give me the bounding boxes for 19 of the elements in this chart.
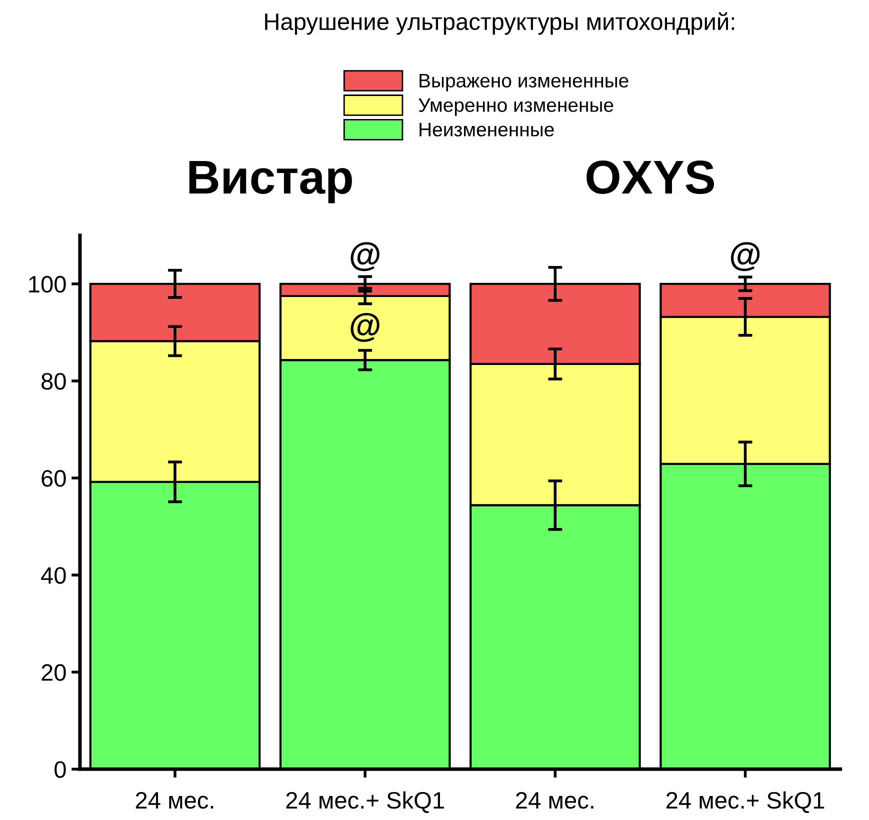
text: Вистар xyxy=(189,161,352,204)
x-tick-label: 24 мес.+ SkQ1 xyxy=(666,791,824,813)
y-tick-label: 20 xyxy=(42,664,66,681)
chart-title: Нарушение ультраструктуры митохондрий: xyxy=(265,12,734,35)
y-tick-label: 80 xyxy=(42,372,66,390)
y-tick-label: 100 xyxy=(29,276,66,293)
y-tick-label: 0 xyxy=(54,761,66,778)
legend-label: Выражено измененные xyxy=(420,74,628,92)
x-tick-label: 24 мес.+ SkQ1 xyxy=(286,791,444,813)
y-tick-label: 40 xyxy=(41,567,66,584)
x-tick-label: 24 мес. xyxy=(136,792,214,809)
text: OXYS xyxy=(586,160,714,194)
x-tick-label: 24 мес. xyxy=(516,792,594,809)
annotation: @ xyxy=(730,242,760,272)
annotation: @ xyxy=(350,312,380,342)
legend-label: Неизмененные xyxy=(420,122,554,136)
annotation: @ xyxy=(350,242,380,272)
y-tick-label: 60 xyxy=(42,470,66,487)
legend-label: Умеренно измененые xyxy=(418,98,614,116)
